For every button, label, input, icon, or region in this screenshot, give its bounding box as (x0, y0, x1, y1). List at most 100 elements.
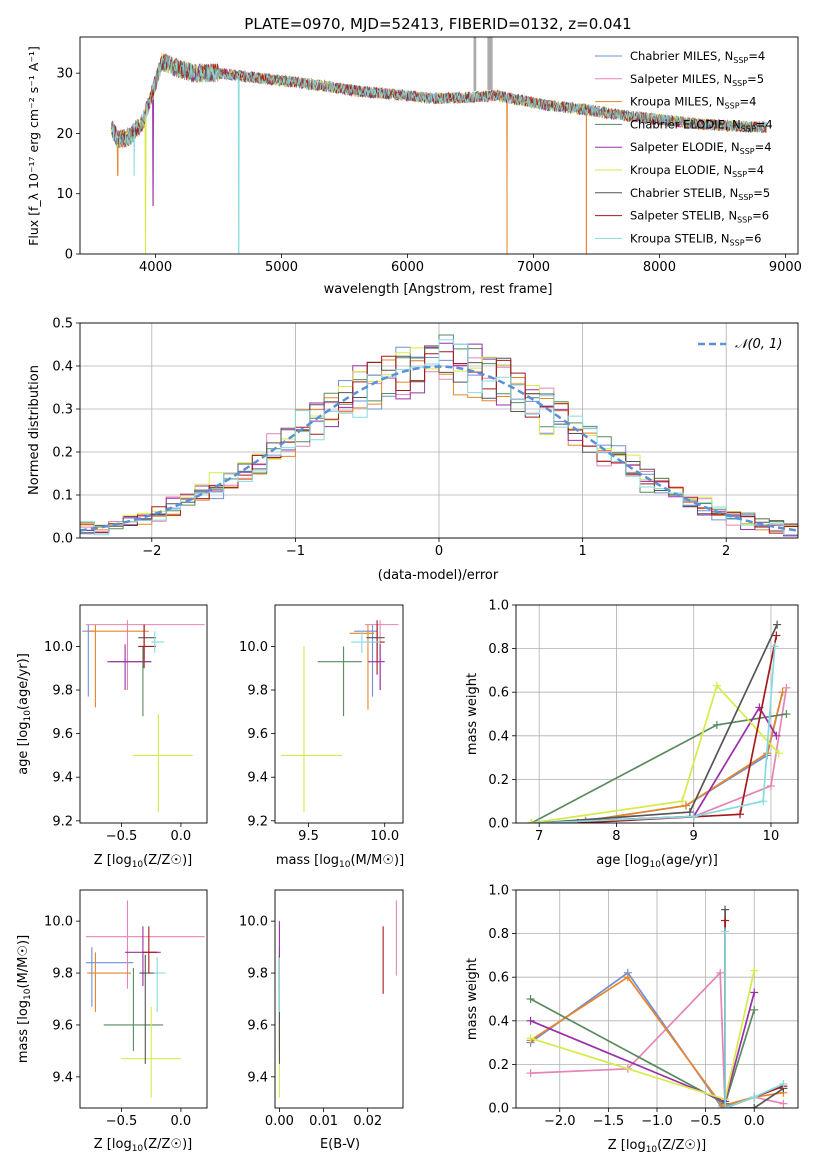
mass_vs_ebv-chart-plot-area (278, 900, 397, 1098)
figure-title: PLATE=0970, MJD=52413, FIBERID=0132, z=0… (244, 15, 631, 33)
y-tick-label: 9.8 (247, 967, 268, 982)
weight-line-8 (724, 931, 784, 1108)
errorbar-point (367, 644, 385, 691)
weight-marker (527, 819, 536, 823)
weight-marker (770, 642, 779, 651)
y-tick-label: 30 (56, 67, 73, 82)
errorbar-point (125, 926, 161, 987)
weight-marker (681, 801, 690, 810)
errorbar-point (281, 646, 343, 813)
errorbar-point (369, 620, 385, 675)
y-tick-label: 10.0 (239, 915, 268, 930)
weight-marker (782, 710, 791, 718)
weight-marker (772, 731, 781, 740)
x-tick-label: −1.5 (593, 1114, 625, 1129)
residuals-ylabel: Normed distribution (27, 365, 42, 495)
errorbar-point (351, 631, 381, 653)
age_vs_mass-chart-frame (274, 604, 404, 824)
errorbar-point (82, 624, 95, 697)
weight-marker (721, 1104, 730, 1108)
age_vs_Z-chart-plot-area (82, 620, 205, 813)
weight-marker (526, 995, 535, 1003)
y-tick-label: 10.0 (239, 640, 268, 655)
y-tick-label: 9.4 (52, 771, 73, 786)
weight_vs_age-ylabel: mass weight (465, 673, 480, 755)
errorbar-point (133, 714, 193, 813)
y-tick-label: 9.8 (52, 967, 73, 982)
y-tick-label: 0.4 (488, 729, 509, 744)
residuals-chart: −2 −1 0 1 2 0.0 0.1 0.2 0.3 0.4 0.5 𝒩(0, 1) (data-mo… (27, 317, 799, 583)
y-tick-label: 9.8 (52, 684, 73, 699)
mass_vs_ebv-chart-frame (274, 889, 404, 1109)
age_vs_Z-chart-frame (79, 604, 208, 824)
x-tick-label: 5000 (265, 260, 298, 275)
x-tick-label: 8 (612, 829, 620, 844)
x-tick-label: 10.0 (370, 829, 399, 844)
errorbar-point (142, 926, 158, 974)
y-tick-label: 0.1 (52, 489, 73, 504)
x-tick-label: −0.5 (106, 1114, 138, 1129)
y-tick-label: 0.2 (488, 1058, 509, 1073)
y-tick-label: 1.0 (488, 884, 509, 899)
weight-marker (712, 681, 721, 690)
x-tick-label: 9 (690, 829, 698, 844)
x-tick-label: −0.5 (106, 829, 138, 844)
errorbar-point (109, 646, 152, 717)
x-tick-label: 7000 (517, 260, 550, 275)
errorbar-point (138, 624, 156, 669)
x-tick-label: 8000 (643, 260, 676, 275)
y-tick-label: 0.8 (488, 642, 509, 657)
histogram-8 (80, 339, 798, 538)
weight-marker (766, 781, 775, 790)
weight-marker (773, 620, 782, 629)
weight-line-3 (530, 998, 756, 1105)
x-tick-label: 0 (435, 544, 443, 559)
y-tick-label: 0.5 (52, 317, 73, 332)
mass_vs_Z-chart: −0.5 0.0 9.4 9.6 9.8 10.0 Z [log10(Z/Z☉)] mass … (16, 889, 208, 1154)
x-tick-label: 1 (578, 544, 586, 559)
y-tick-label: 10.0 (44, 640, 73, 655)
x-tick-label: 0.00 (265, 1114, 294, 1129)
x-tick-label: −0.5 (690, 1114, 722, 1129)
svg-text:mass [log10(M/M☉)]: mass [log10(M/M☉)] (276, 853, 404, 870)
weight-marker (750, 988, 759, 997)
legend-label: Kroupa MILES, NSSP=4 (630, 95, 756, 111)
svg-text:Z [log10(Z/Z☉)]: Z [log10(Z/Z☉)] (94, 1137, 192, 1154)
weight-marker (573, 819, 582, 823)
spectrum-line-8 (111, 54, 767, 254)
residuals-xlabel: (data-model)/error (378, 568, 499, 583)
weight-marker (782, 683, 791, 692)
x-tick-label: 9000 (769, 260, 802, 275)
weight-line-1 (530, 970, 784, 1108)
legend-label: Kroupa ELODIE, NSSP=4 (630, 163, 764, 179)
weight-marker (750, 1005, 759, 1014)
y-tick-label: 9.6 (52, 1018, 73, 1033)
errorbar-point (87, 624, 149, 708)
weight-marker (772, 631, 781, 640)
weight_vs_age-chart: 7 8 9 10 0.0 0.2 0.4 0.6 0.8 1.0 mass weight age [l… (465, 599, 799, 870)
svg-text:age [log10(age/yr)]: age [log10(age/yr)] (16, 653, 33, 775)
weight-marker (750, 1104, 759, 1108)
y-tick-label: 9.6 (52, 727, 73, 742)
y-tick-label: 9.6 (247, 727, 268, 742)
errorbar-point (354, 624, 378, 697)
svg-text:Z [log10(Z/Z☉)]: Z [log10(Z/Z☉)] (94, 853, 192, 870)
legend-label: Salpeter ELODIE, NSSP=4 (630, 140, 772, 156)
weight-marker (535, 819, 544, 823)
weight-marker (623, 973, 632, 982)
legend-label: Kroupa STELIB, NSSP=6 (630, 231, 761, 247)
errorbar-point (85, 620, 205, 691)
x-tick-label: 10 (763, 829, 780, 844)
age_vs_mass-chart: 9.5 10.0 9.2 9.4 9.6 9.8 10.0 mass [log10(M/M☉)… (239, 604, 404, 870)
weight-line-3 (531, 713, 787, 823)
x-tick-label: −1 (286, 544, 305, 559)
y-tick-label: 0.0 (488, 817, 509, 832)
weight-marker (712, 720, 721, 729)
x-tick-label: −2 (142, 544, 161, 559)
y-tick-label: 10.0 (44, 915, 73, 930)
x-tick-label: −2.0 (544, 1114, 576, 1129)
weight_vs_age-chart-frame (515, 604, 799, 824)
weight-marker (736, 810, 745, 819)
weight-marker (779, 1099, 788, 1108)
mass_vs_ebv-chart: 0.00 0.01 0.02 9.4 9.6 9.8 10.0 E(B-V) (239, 889, 404, 1152)
